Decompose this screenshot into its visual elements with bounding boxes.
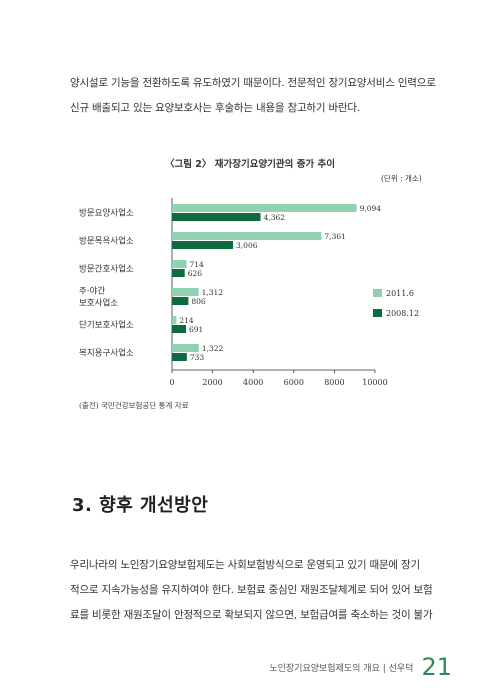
text-line: 우리나라의 노인장기요양보험제도는 사회보험방식으로 운영되고 있기 때문에 장… xyxy=(70,559,420,571)
unit-label: (단위 : 개소) xyxy=(381,174,422,183)
page-number: 21 xyxy=(421,653,452,681)
bar xyxy=(172,288,199,296)
bar xyxy=(172,325,187,333)
value-label: 4,362 xyxy=(264,213,286,222)
category-label: 보호사업소 xyxy=(79,299,118,309)
bar xyxy=(172,213,261,221)
bar xyxy=(172,232,322,240)
x-tick-label: 0 xyxy=(169,378,174,387)
legend-label: 2011.6 xyxy=(386,289,414,298)
bar xyxy=(172,353,187,361)
x-tick-label: 2000 xyxy=(202,378,222,387)
legend-label: 2008.12 xyxy=(386,309,419,318)
legend-swatch xyxy=(373,309,382,317)
value-label: 733 xyxy=(190,353,205,362)
x-tick-label: 6000 xyxy=(284,378,304,387)
value-label: 9,094 xyxy=(360,204,382,213)
text-line: 양시설로 기능을 전환하도록 유도하였기 때문이다. 전문적인 장기요양서비스 … xyxy=(70,77,436,89)
text-line: 적으로 지속가능성을 유지하여야 한다. 보험료 중심인 재원조달체계로 되어 … xyxy=(70,584,433,596)
text-line: 신규 배출되고 있는 요양보호사는 후술하는 내용을 참고하기 바란다. xyxy=(70,102,360,114)
bar xyxy=(172,316,177,324)
value-label: 714 xyxy=(189,260,204,269)
category-label: 주·야간 xyxy=(79,286,105,297)
x-tick-label: 8000 xyxy=(324,378,344,387)
category-label: 복지용구사업소 xyxy=(79,349,134,359)
section-heading: 3. 향후 개선방안 xyxy=(72,495,209,516)
page-footer: 노인장기요양보험제도의 개요 | 선우덕 21 xyxy=(269,655,452,679)
bar xyxy=(172,204,357,212)
value-label: 1,322 xyxy=(202,344,224,353)
intro-paragraph: 양시설로 기능을 전환하도록 유도하였기 때문이다. 전문적인 장기요양서비스 … xyxy=(70,71,455,121)
figure-source: (출전) 국민건강보험공단 통계 자료 xyxy=(79,401,189,410)
value-label: 7,361 xyxy=(324,232,345,241)
category-label: 방문요양사업소 xyxy=(79,208,134,219)
category-label: 단기보호사업소 xyxy=(79,320,134,331)
running-title: 노인장기요양보험제도의 개요 | 선우덕 xyxy=(269,664,414,674)
value-label: 626 xyxy=(188,269,203,278)
x-tick-label: 4000 xyxy=(243,378,263,387)
value-label: 3,006 xyxy=(236,241,258,250)
bar xyxy=(172,269,185,277)
bar xyxy=(172,297,189,305)
value-label: 806 xyxy=(191,297,206,306)
bar xyxy=(172,241,234,249)
value-label: 214 xyxy=(179,316,194,325)
bar xyxy=(172,260,187,268)
figure-caption: 〈그림 2〉 재가장기요양기관의 증가 추이 xyxy=(165,159,335,170)
text-line: 료를 비롯한 재원조달이 안정적으로 확보되지 않으면, 보험급여를 축소하는 … xyxy=(70,609,433,621)
legend-swatch xyxy=(373,289,382,297)
x-tick-label: 10000 xyxy=(362,378,387,387)
bar xyxy=(172,344,199,352)
body-paragraph: 우리나라의 노인장기요양보험제도는 사회보험방식으로 운영되고 있기 때문에 장… xyxy=(70,553,455,628)
category-label: 방문목욕사업소 xyxy=(79,236,134,247)
value-label: 691 xyxy=(189,325,203,334)
category-label: 방문간호사업소 xyxy=(79,264,134,275)
value-label: 1,312 xyxy=(202,288,224,297)
